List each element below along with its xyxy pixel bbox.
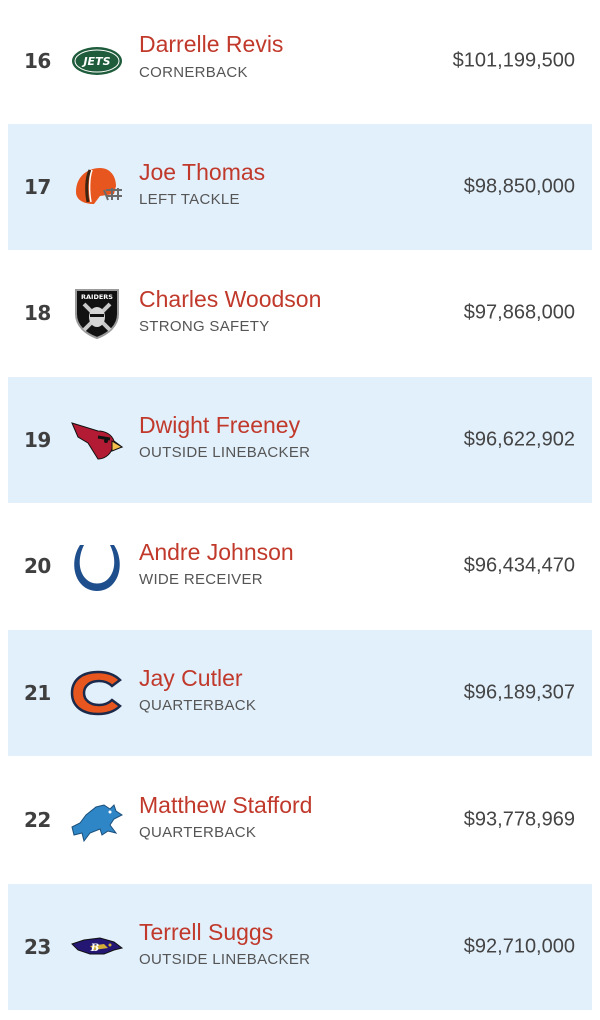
- list-item[interactable]: 20 Andre Johnson WIDE RECEIVER $96,434,4…: [8, 503, 592, 629]
- list-item[interactable]: 16 JETS Darrelle Revis CORNERBACK $101,1…: [8, 0, 592, 124]
- rank-number: 19: [24, 428, 51, 452]
- lions-logo-icon: [70, 793, 124, 847]
- player-position: OUTSIDE LINEBACKER: [139, 444, 311, 461]
- player-salary: $96,622,902: [463, 428, 575, 451]
- player-position: OUTSIDE LINEBACKER: [139, 951, 311, 968]
- player-salary: $101,199,500: [452, 49, 575, 72]
- player-salary: $98,850,000: [463, 175, 575, 198]
- raiders-shield-icon: RAIDERS: [70, 286, 124, 340]
- rank-number: 20: [24, 554, 51, 578]
- player-position: WIDE RECEIVER: [139, 571, 263, 588]
- player-salary: $97,868,000: [463, 301, 575, 324]
- rank-number: 18: [24, 301, 51, 325]
- rank-number: 16: [24, 49, 51, 73]
- bears-c-icon: [70, 666, 124, 720]
- list-item[interactable]: 18 RAIDERS Charles Woodson STRONG SAFETY…: [8, 250, 592, 376]
- player-salary: $96,434,470: [463, 554, 575, 577]
- player-name-link[interactable]: Jay Cutler: [139, 665, 243, 691]
- player-position: CORNERBACK: [139, 64, 248, 81]
- player-position: QUARTERBACK: [139, 697, 257, 714]
- ravens-head-icon: B: [70, 920, 124, 974]
- player-name-link[interactable]: Dwight Freeney: [139, 412, 301, 438]
- list-item[interactable]: 21 Jay Cutler QUARTERBACK $96,189,307: [8, 630, 592, 756]
- rank-number: 22: [24, 808, 51, 832]
- player-name-link[interactable]: Terrell Suggs: [139, 919, 274, 945]
- player-salary: $93,778,969: [463, 808, 575, 831]
- list-item[interactable]: 19 Dwight Freeney OUTSIDE LINEBACKER $96…: [8, 377, 592, 503]
- player-salary: $92,710,000: [463, 935, 575, 958]
- jets-logo-text: JETS: [81, 55, 110, 68]
- raiders-logo-text: RAIDERS: [81, 293, 113, 301]
- cardinals-head-icon: [70, 413, 124, 467]
- player-position: QUARTERBACK: [139, 824, 257, 841]
- player-name-link[interactable]: Darrelle Revis: [139, 31, 284, 57]
- player-name-link[interactable]: Matthew Stafford: [139, 792, 313, 818]
- player-name-link[interactable]: Andre Johnson: [139, 539, 294, 565]
- jets-logo-icon: JETS: [70, 34, 124, 88]
- list-item[interactable]: 22 Matthew Stafford QUARTERBACK $93,778,…: [8, 757, 592, 883]
- player-salary: $96,189,307: [463, 681, 575, 704]
- player-position: STRONG SAFETY: [139, 318, 270, 335]
- browns-helmet-icon: [70, 160, 124, 214]
- list-item[interactable]: 17 Joe Thomas LEFT TACKLE $98,850,000: [8, 124, 592, 250]
- player-name-link[interactable]: Charles Woodson: [139, 286, 322, 312]
- rank-number: 23: [24, 935, 51, 959]
- player-position: LEFT TACKLE: [139, 191, 240, 208]
- colts-horseshoe-icon: [70, 539, 124, 593]
- player-name-link[interactable]: Joe Thomas: [139, 159, 266, 185]
- rank-number: 17: [24, 175, 51, 199]
- rank-number: 21: [24, 681, 51, 705]
- svg-text:B: B: [90, 943, 99, 954]
- list-item[interactable]: 23 B Terrell Suggs OUTSIDE LINEBACKER $9…: [8, 884, 592, 1010]
